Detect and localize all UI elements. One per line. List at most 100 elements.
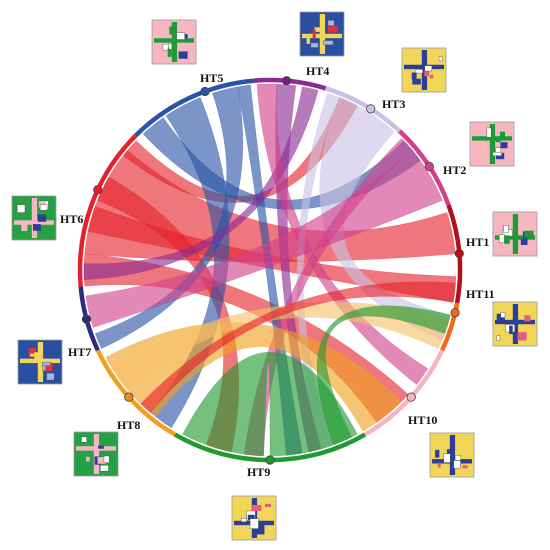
thumbnail-block	[500, 142, 508, 149]
thumbnail-block	[492, 152, 502, 156]
thumbnail-block	[404, 64, 444, 70]
thumbnail-block	[30, 353, 34, 357]
thumbnail-block	[443, 453, 451, 463]
thumbnail-block	[453, 460, 461, 469]
thumbnail-ht3	[401, 47, 447, 93]
node-labels: HT1 HT2 HT3 HT4 HT5 HT6 HT7 HT8 HT9 HT10 HT11	[60, 64, 495, 479]
thumbnail-block	[500, 312, 506, 318]
thumbnail-block	[81, 436, 87, 443]
thumbnail-block	[489, 124, 496, 164]
thumbnail-block	[37, 214, 47, 222]
node-markers	[81, 76, 464, 465]
chord-link	[140, 281, 456, 413]
thumbnail-block	[524, 230, 534, 238]
node-dot-ht5	[200, 86, 210, 97]
chord-link	[83, 86, 319, 281]
thumbnail-block	[176, 32, 185, 40]
thumbnail-block	[76, 446, 116, 451]
node-label-ht1: HT1	[466, 235, 489, 249]
node-label-ht4: HT4	[306, 64, 329, 78]
thumbnail-block	[495, 235, 535, 240]
thumbnail-ht11	[492, 301, 538, 347]
node-dot-ht4	[281, 76, 292, 86]
node-thumbnails	[11, 11, 538, 541]
thumbnail-block	[496, 335, 501, 341]
thumbnail-block	[412, 78, 421, 85]
node-dot-ht3	[366, 104, 376, 114]
thumbnail-block	[310, 42, 319, 48]
thumbnail-block	[302, 33, 342, 39]
thumbnail-block	[314, 27, 321, 32]
node-label-ht11: HT11	[466, 287, 495, 301]
thumbnail-block	[45, 364, 53, 371]
thumbnail-block	[327, 20, 335, 26]
thumbnail-block	[16, 204, 26, 213]
thumbnail-ht10	[429, 432, 475, 478]
thumbnail-block	[414, 69, 423, 74]
thumbnail-ht1	[492, 211, 538, 257]
thumbnail-block	[312, 29, 316, 39]
thumbnail-ht7	[17, 339, 63, 385]
thumbnail-block	[517, 332, 527, 341]
node-dot-ht2	[424, 161, 434, 172]
thumbnail-block	[178, 51, 188, 59]
node-label-ht6: HT6	[60, 212, 83, 226]
thumbnail-block	[495, 137, 501, 143]
thumbnail-block	[509, 325, 513, 335]
thumbnail-block	[86, 456, 90, 462]
thumbnail-ht4	[299, 11, 345, 57]
thumbnail-block	[512, 214, 519, 254]
node-arc-ht11	[440, 302, 460, 352]
thumbnail-block	[97, 457, 106, 464]
thumbnail-block	[31, 198, 38, 238]
thumbnail-block	[486, 127, 492, 138]
thumbnail-block	[241, 518, 247, 523]
node-label-ht3: HT3	[382, 97, 405, 111]
thumbnail-block	[421, 50, 428, 90]
thumbnail-block	[472, 136, 512, 141]
thumbnail-block	[14, 220, 54, 225]
node-label-ht2: HT2	[443, 163, 466, 177]
thumbnail-block	[100, 465, 109, 472]
thumbnail-block	[306, 37, 310, 44]
thumbnail-block	[437, 462, 441, 468]
thumbnail-block	[169, 26, 176, 35]
thumbnail-block	[438, 56, 443, 62]
thumbnail-block	[454, 455, 461, 461]
thumbnail-ht9	[231, 495, 277, 541]
thumbnail-block	[498, 234, 505, 244]
thumbnail-block	[429, 74, 434, 79]
thumbnail-block	[424, 65, 433, 72]
node-dot-ht8	[124, 392, 134, 402]
thumbnail-block	[39, 204, 48, 211]
thumbnail-block	[28, 347, 36, 357]
node-dot-ht10	[406, 392, 416, 402]
thumbnail-block	[520, 239, 528, 245]
node-dot-ht9	[265, 455, 275, 465]
thumbnail-block	[249, 518, 259, 529]
thumbnail-block	[264, 503, 272, 508]
node-arc-ht6	[77, 134, 138, 287]
thumbnail-block	[46, 372, 55, 381]
thumbnail-block	[21, 224, 28, 231]
thumbnail-block	[432, 459, 472, 464]
thumbnail-block	[327, 26, 338, 33]
node-label-ht10: HT10	[408, 413, 437, 427]
thumbnail-block	[93, 434, 100, 474]
thumbnail-block	[424, 71, 430, 77]
thumbnail-ht5	[151, 19, 197, 65]
chord-link	[316, 305, 451, 446]
thumbnail-block	[495, 152, 505, 160]
thumbnail-block	[524, 315, 531, 322]
node-label-ht7: HT7	[68, 345, 91, 359]
thumbnail-block	[251, 504, 262, 512]
thumbnail-block	[154, 38, 194, 43]
thumbnail-block	[503, 225, 509, 234]
thumbnail-block	[168, 43, 173, 50]
chord-links	[83, 83, 457, 457]
thumbnail-ht6	[11, 195, 57, 241]
thumbnail-block	[462, 465, 468, 469]
thumbnail-block	[499, 131, 506, 139]
thumbnail-block	[32, 224, 41, 231]
